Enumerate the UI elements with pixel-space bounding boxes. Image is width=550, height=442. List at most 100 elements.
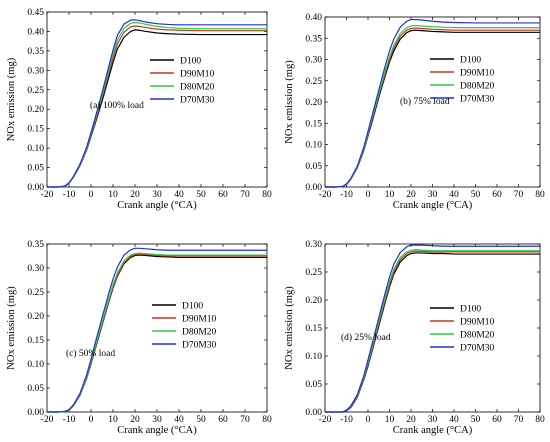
panel-title: (c) 50% load — [66, 348, 115, 359]
legend-label: D70M30 — [460, 344, 495, 354]
x-tick-label: 70 — [514, 190, 524, 200]
legend-label: D80M20 — [460, 331, 495, 341]
legend-label: D100 — [460, 305, 481, 315]
legend-label: D90M10 — [182, 315, 217, 325]
y-tick-label: 0.20 — [27, 312, 44, 322]
x-tick-label: 70 — [514, 415, 524, 425]
y-tick-label: 0.00 — [305, 408, 322, 418]
legend: D100 D90M10 D80M20 D70M30 — [430, 305, 495, 354]
panel-title: (a) 100% load — [90, 100, 144, 111]
y-tick-label: 0.35 — [305, 34, 322, 44]
series-line-d70m30 — [47, 19, 267, 188]
y-tick-label: 0.15 — [27, 125, 44, 135]
y-tick-label: 0.35 — [27, 47, 44, 57]
y-tick-label: 0.15 — [27, 336, 44, 346]
y-tick-label: 0.20 — [305, 98, 322, 108]
legend-label: D80M20 — [182, 328, 217, 338]
y-tick-label: 0.10 — [27, 360, 44, 370]
legend-label: D90M10 — [460, 69, 495, 79]
legend: D100 D90M10 D80M20 D70M30 — [152, 302, 217, 351]
plot-frame — [324, 243, 541, 413]
x-tick-label: 20 — [130, 190, 140, 200]
x-tick-label: -10 — [63, 415, 76, 425]
plot-frame — [46, 243, 268, 413]
y-tick-label: 0.25 — [305, 268, 322, 278]
y-tick-label: 0.00 — [27, 183, 44, 193]
x-tick-label: 0 — [89, 190, 94, 200]
y-tick-label: 0.25 — [27, 288, 44, 298]
series-line-d80m20 — [47, 21, 267, 188]
series-line-d90m10 — [47, 253, 267, 413]
legend-label: D80M20 — [460, 82, 495, 92]
y-tick-label: 0.05 — [27, 164, 44, 174]
y-axis-label: NOx emission (mg) — [6, 57, 17, 141]
x-axis-label: Crank angle (°CA) — [117, 425, 197, 436]
x-tick-label: 0 — [366, 190, 371, 200]
y-tick-label: 0.35 — [27, 240, 44, 250]
x-tick-label: 20 — [130, 415, 140, 425]
x-tick-label: 30 — [152, 415, 162, 425]
y-axis-label: NOx emission (mg) — [284, 286, 295, 370]
x-tick-label: -20 — [319, 190, 332, 200]
chart-panel-1: -20 -10 0 10 20 30 40 50 60 70 80 0.00 0.05 0.10 0.15 0… — [284, 13, 545, 211]
x-tick-label: 10 — [385, 415, 395, 425]
series-line-d100 — [47, 254, 267, 413]
series-line-d70m30 — [47, 247, 267, 413]
y-tick-label: 0.20 — [27, 105, 44, 115]
legend-label: D90M10 — [180, 70, 215, 80]
x-tick-label: -10 — [340, 190, 353, 200]
x-tick-label: 0 — [366, 415, 371, 425]
y-tick-label: 0.30 — [305, 240, 322, 250]
x-axis-label: Crank angle (°CA) — [393, 200, 473, 211]
x-tick-label: 50 — [471, 415, 481, 425]
y-tick-label: 0.00 — [305, 183, 322, 193]
x-tick-label: 80 — [535, 190, 545, 200]
x-tick-label: 50 — [471, 190, 481, 200]
legend: D100 D90M10 D80M20 D70M30 — [430, 56, 495, 105]
y-tick-label: 0.25 — [27, 86, 44, 96]
series-line-d90m10 — [325, 27, 540, 188]
legend-label: D70M30 — [460, 95, 495, 105]
x-tick-label: 40 — [174, 190, 184, 200]
x-tick-label: 30 — [152, 190, 162, 200]
x-tick-label: 60 — [492, 190, 502, 200]
x-tick-label: 70 — [240, 415, 250, 425]
legend-label: D90M10 — [460, 318, 495, 328]
legend-label: D100 — [182, 302, 203, 312]
legend-label: D100 — [180, 57, 201, 67]
series-line-d100 — [325, 29, 540, 188]
y-tick-label: 0.05 — [305, 380, 322, 390]
x-tick-label: 30 — [428, 190, 438, 200]
y-tick-label: 0.05 — [305, 162, 322, 172]
x-tick-label: 40 — [449, 190, 459, 200]
x-tick-label: 80 — [262, 190, 272, 200]
y-tick-label: 0.30 — [305, 56, 322, 66]
x-tick-label: -20 — [319, 415, 332, 425]
x-tick-label: 70 — [240, 190, 250, 200]
series-line-d70m30 — [325, 244, 540, 413]
y-tick-label: 0.30 — [27, 264, 44, 274]
x-tick-label: 60 — [218, 190, 228, 200]
y-tick-label: 0.05 — [27, 384, 44, 394]
y-tick-label: 0.00 — [27, 408, 44, 418]
x-tick-label: -10 — [63, 190, 76, 200]
x-tick-label: -10 — [340, 415, 353, 425]
x-tick-label: -20 — [41, 415, 54, 425]
y-tick-label: 0.10 — [305, 352, 322, 362]
legend-label: D80M20 — [180, 83, 215, 93]
x-tick-label: 60 — [218, 415, 228, 425]
y-tick-label: 0.15 — [305, 324, 322, 334]
y-tick-label: 0.40 — [305, 13, 322, 23]
legend-label: D100 — [460, 56, 481, 66]
x-axis-label: Crank angle (°CA) — [117, 200, 197, 211]
chart-panel-2: -20 -10 0 10 20 30 40 50 60 70 80 0.00 0.05 0.10 0.15 0… — [6, 240, 272, 436]
legend: D100 D90M10 D80M20 D70M30 — [150, 57, 215, 106]
legend-label: D70M30 — [180, 96, 215, 106]
y-tick-label: 0.45 — [27, 8, 44, 18]
series-line-d70m30 — [325, 18, 540, 188]
x-tick-label: -20 — [41, 190, 54, 200]
x-tick-label: 50 — [196, 415, 206, 425]
x-tick-label: 80 — [262, 415, 272, 425]
chart-panel-0: -20 -10 0 10 20 30 40 50 60 70 80 0.00 0.05 0.10 0.15 0… — [6, 8, 272, 211]
